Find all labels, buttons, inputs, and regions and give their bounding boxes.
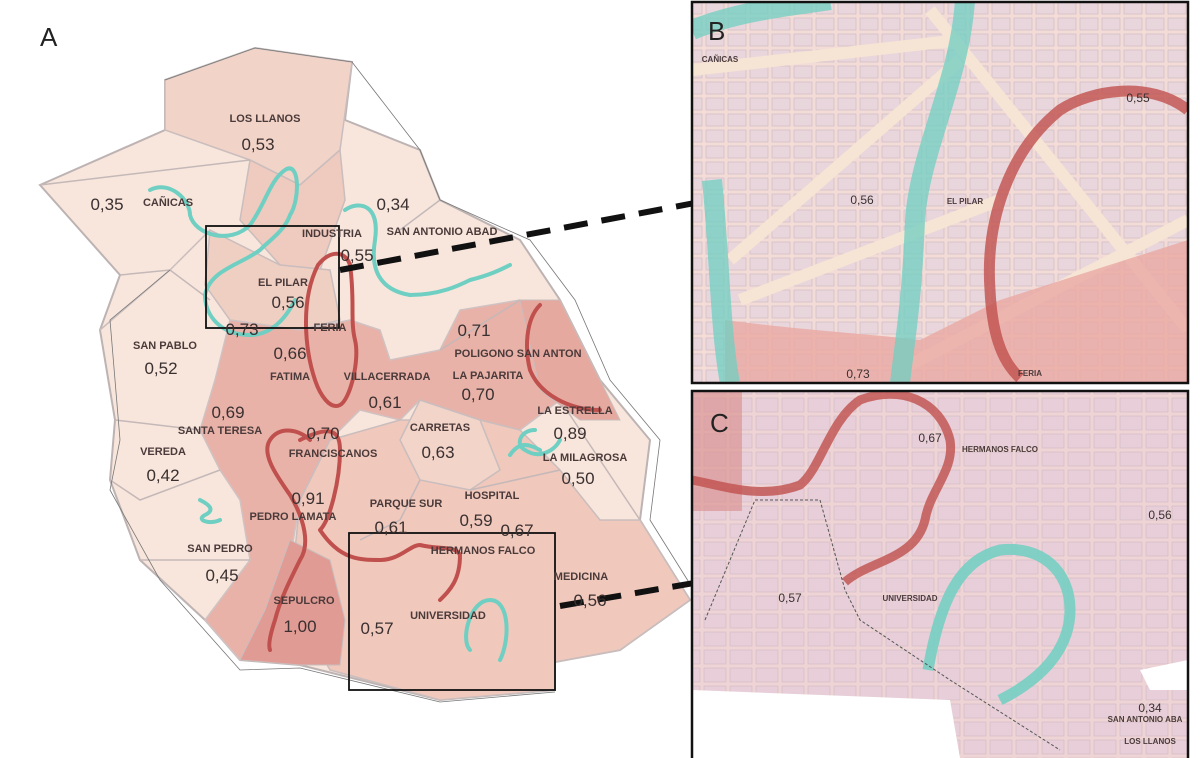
district-name: SAN ANTONIO ABAD [387, 226, 498, 238]
district-value: 0,56 [573, 591, 606, 610]
district-name: POLIGONO SAN ANTON [454, 348, 581, 360]
district-name: LA ESTRELLA [537, 405, 612, 417]
district-value: 0,55 [340, 246, 373, 265]
panel-label-c: C [710, 408, 729, 438]
red-corridor [983, 85, 1188, 383]
district-value: 0,59 [459, 511, 492, 530]
red-corridor [692, 391, 956, 586]
district-name: LOS LLANOS [230, 113, 301, 125]
high-score-zone [725, 240, 1188, 383]
district-name: CAÑICAS [143, 196, 193, 209]
inset-label: FERIA [1018, 369, 1042, 378]
district-value: 0,71 [457, 321, 490, 340]
inset-value: 0,67 [918, 431, 942, 445]
district-name: SAN PEDRO [187, 543, 253, 555]
district-name: EL PILAR [258, 277, 308, 289]
arrow-to-inset-c [559, 579, 701, 609]
panel-label-b: B [708, 16, 725, 46]
district-name: FERIA [314, 322, 347, 334]
district-value: 0,63 [421, 443, 454, 462]
inset-value: 0,56 [850, 193, 874, 207]
district-name: VILLACERRADA [344, 371, 431, 383]
district-value: 1,00 [283, 617, 316, 636]
district-labels: LOS LLANOS 0,53 CAÑICAS 0,35 SAN ANTONIO… [90, 113, 627, 638]
teal-corridor [692, 2, 975, 383]
inset-label: SAN ANTONIO ABA [1108, 715, 1183, 724]
teal-corridor [922, 543, 1076, 705]
inset-value: 0,57 [778, 591, 802, 605]
district-value: 0,89 [553, 424, 586, 443]
inset-value: 0,55 [1126, 91, 1150, 105]
inset-label: LOS LLANOS [1124, 737, 1176, 746]
district-name: UNIVERSIDAD [410, 610, 486, 622]
district-name: INDUSTRIA [302, 228, 362, 240]
district-value: 0,45 [205, 566, 238, 585]
district-name: MEDICINA [554, 571, 608, 583]
inset-c-locator-box [348, 532, 556, 691]
district-value: 0,34 [376, 195, 409, 214]
district-name: HOSPITAL [465, 490, 520, 502]
district-value: 0,70 [461, 385, 494, 404]
inset-value: 0,73 [846, 367, 870, 381]
inset-label: CAÑICAS [702, 55, 739, 64]
main-map: LOS LLANOS 0,53 CAÑICAS 0,35 SAN ANTONIO… [38, 46, 728, 703]
district-name: LA PAJARITA [453, 370, 524, 382]
district-name: SEPULCRO [273, 595, 335, 607]
inset-label: EL PILAR [947, 197, 984, 206]
inset-b-locator-box [205, 225, 340, 329]
district-value: 0,69 [211, 403, 244, 422]
district-value: 0,57 [360, 619, 393, 638]
district-value: 0,50 [561, 469, 594, 488]
inset-label: HERMANOS FALCO [962, 445, 1038, 454]
district-value: 0,52 [144, 359, 177, 378]
blank-area [692, 660, 1188, 758]
district-value: 0,53 [241, 135, 274, 154]
district-name: FRANCISCANOS [289, 448, 378, 460]
roads [692, 6, 1188, 376]
district-name: VEREDA [140, 446, 186, 458]
district-name: SAN PABLO [133, 340, 197, 352]
district-name: HERMANOS FALCO [431, 545, 536, 557]
district-value: 0,73 [225, 320, 258, 339]
district-value: 0,56 [271, 293, 304, 312]
district-name: LA MILAGROSA [543, 452, 628, 464]
district-value: 0,67 [500, 521, 533, 540]
teal-green-corridor [148, 166, 562, 662]
district-name: PARQUE SUR [370, 498, 443, 510]
district-name: CARRETAS [410, 422, 470, 434]
district-value: 0,70 [306, 424, 339, 443]
inset-value: 0,56 [1148, 508, 1172, 522]
inset-c-frame [690, 389, 1190, 758]
district-value: 0,35 [90, 195, 123, 214]
red-corridor [265, 251, 602, 652]
district-value: 0,91 [291, 489, 324, 508]
inset-b: B CAÑICAS EL PILAR FERIA 0,55 0,56 0,73 [692, 2, 1188, 383]
district-name: PEDRO LAMATA [250, 511, 337, 523]
inset-value: 0,34 [1138, 701, 1162, 715]
inset-label: UNIVERSIDAD [882, 594, 937, 603]
inset-c: C HERMANOS FALCO UNIVERSIDAD SAN ANTONIO… [692, 391, 1188, 758]
district-value: 0,66 [273, 344, 306, 363]
boundary-line [704, 499, 1061, 751]
district-name: FATIMA [270, 371, 310, 383]
inset-b-frame [690, 0, 1190, 385]
panel-label-a: A [40, 22, 58, 52]
district-value: 0,61 [368, 393, 401, 412]
district-value: 0,61 [374, 518, 407, 537]
district-sepulcro [239, 539, 346, 666]
district-name: SANTA TERESA [178, 425, 262, 437]
arrow-to-inset-b [339, 199, 701, 273]
district-value: 0,42 [146, 466, 179, 485]
